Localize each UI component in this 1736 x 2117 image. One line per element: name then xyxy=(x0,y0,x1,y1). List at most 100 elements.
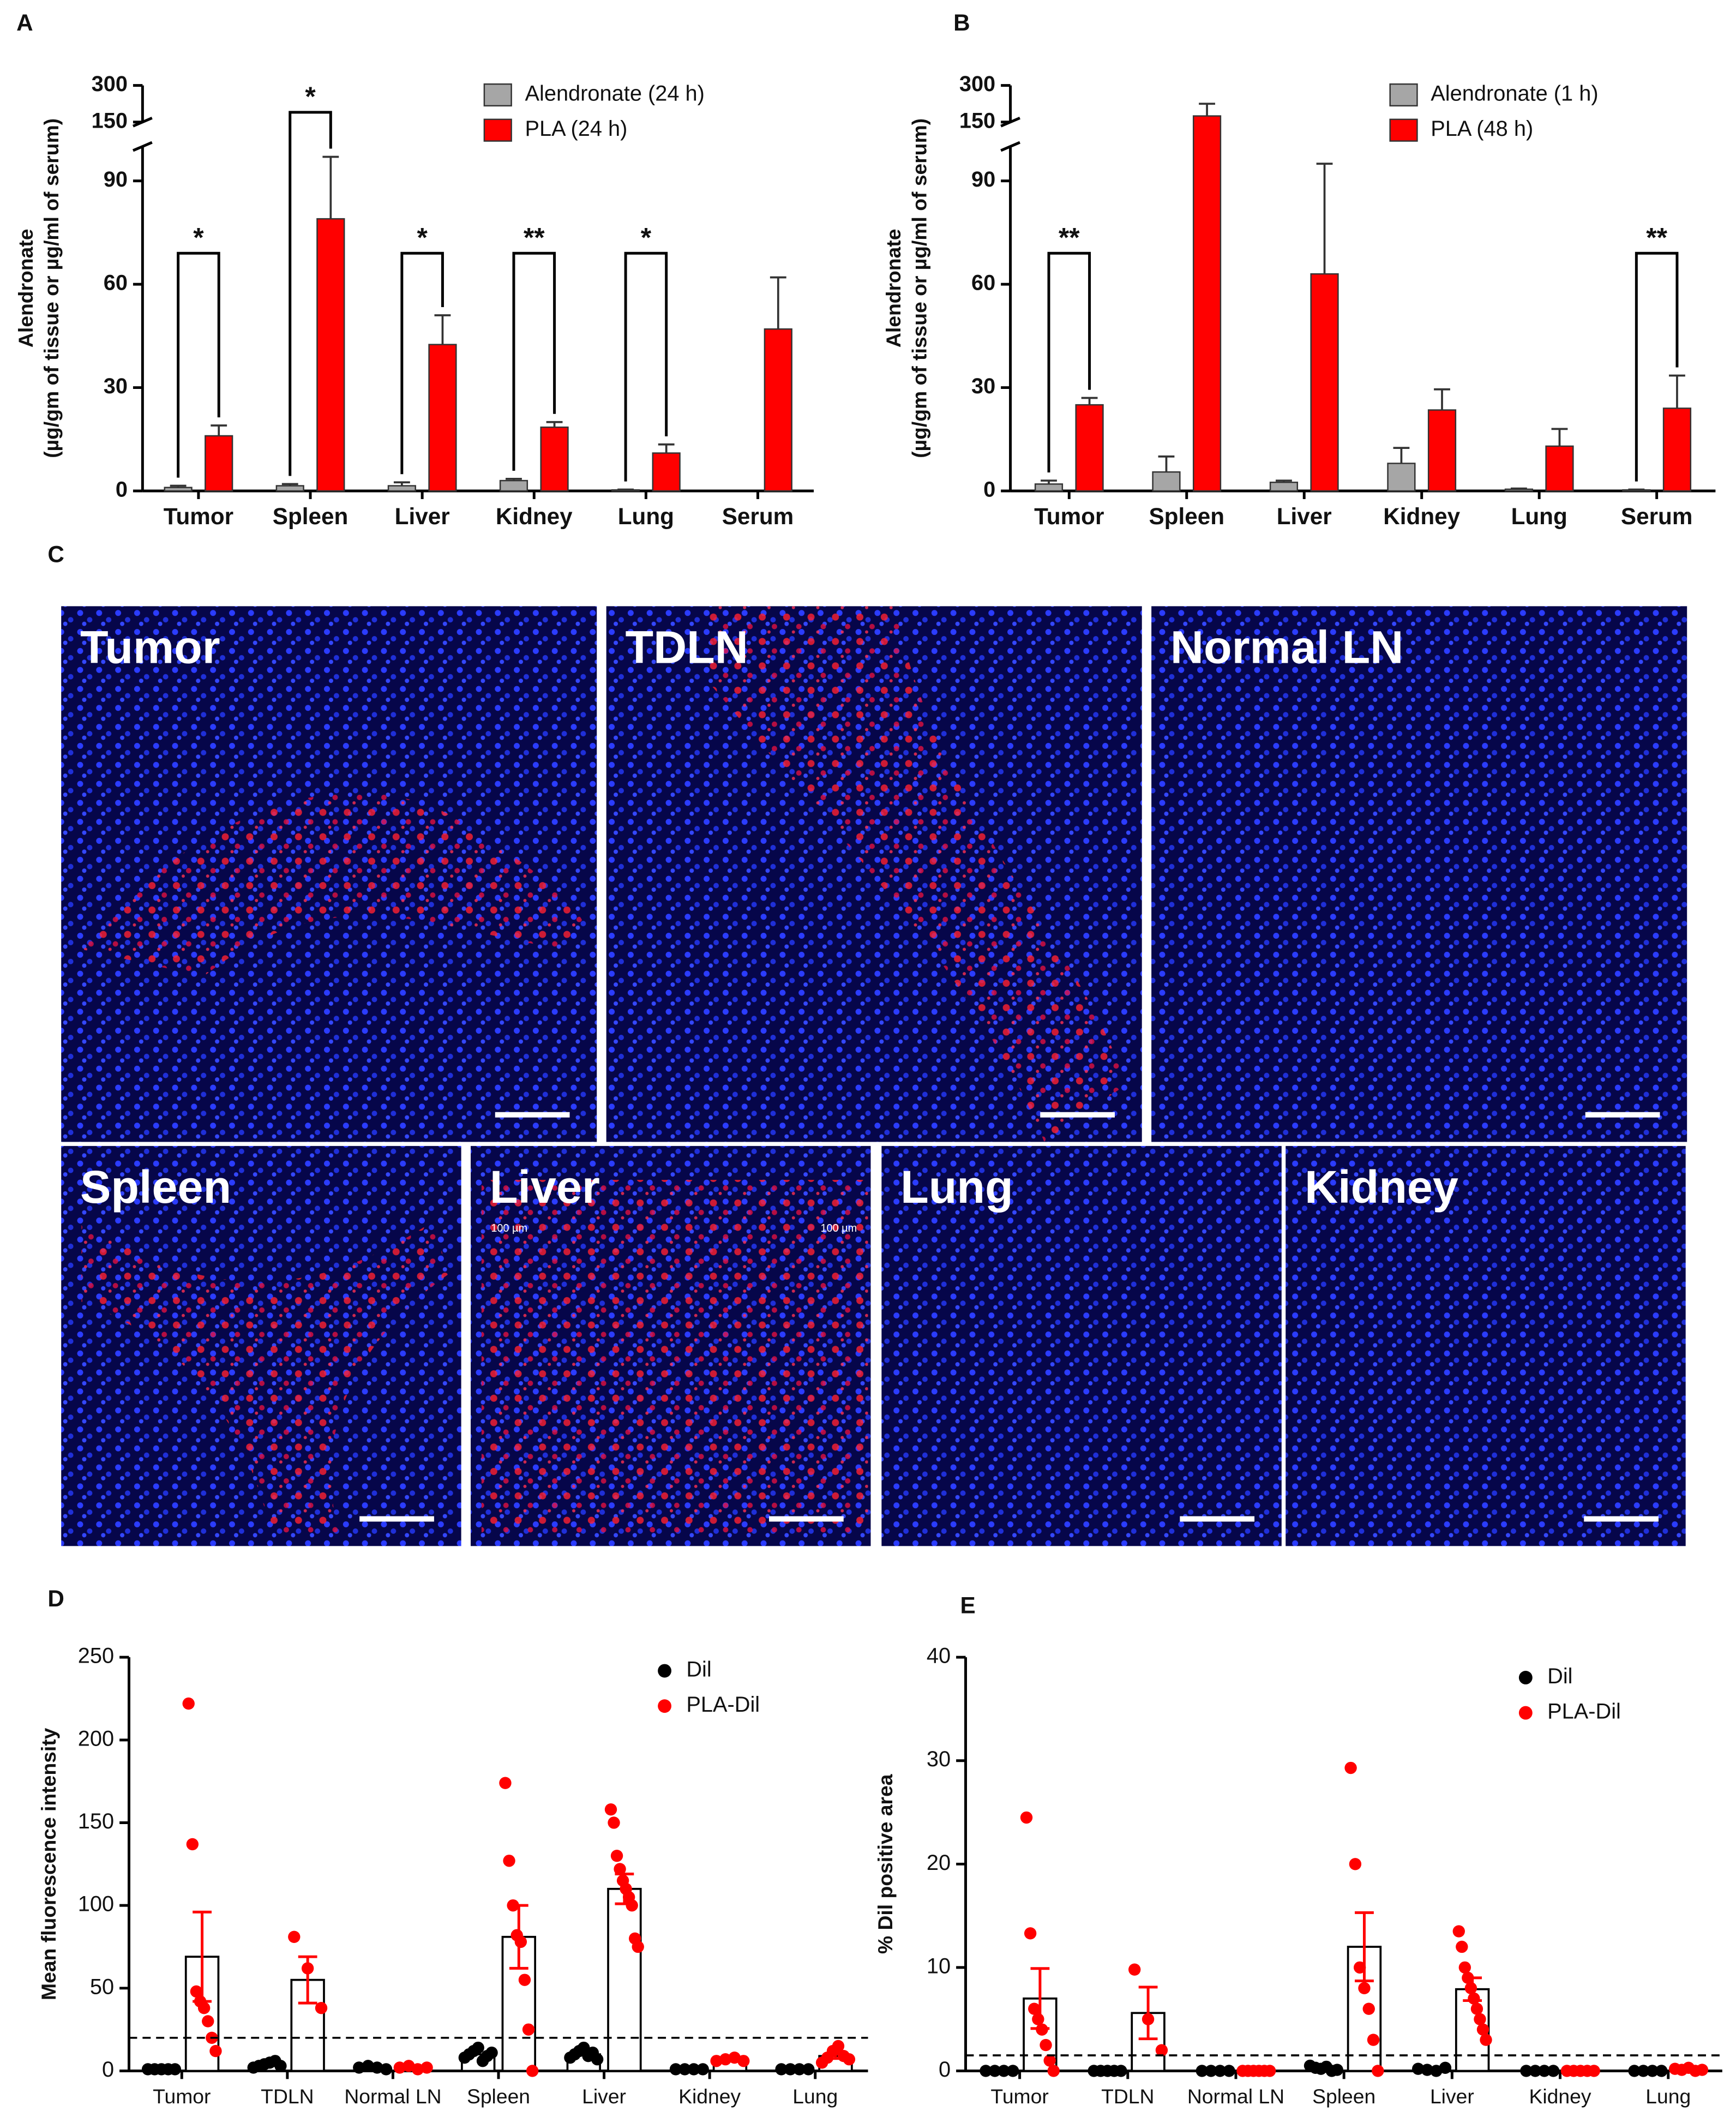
bar xyxy=(1269,481,1299,492)
significance-label: ** xyxy=(1646,223,1667,253)
data-point xyxy=(209,2044,222,2058)
micrograph-label: Tumor xyxy=(80,621,220,673)
y-tick-label: 250 xyxy=(78,1644,114,1668)
y-tick-label: 30 xyxy=(104,374,128,398)
data-point xyxy=(1214,2065,1227,2077)
x-tick-label: Kidney xyxy=(678,2085,741,2108)
error-bar xyxy=(1276,479,1292,483)
y-axis-label: Alendronate xyxy=(14,229,37,348)
data-point xyxy=(518,1974,531,1986)
error-bar xyxy=(393,481,410,486)
y-tick-label: 300 xyxy=(92,72,128,96)
error-bar xyxy=(1030,1967,1050,2030)
x-tick-label: Normal LN xyxy=(344,2085,441,2108)
data-point xyxy=(1367,2034,1380,2046)
data-point xyxy=(353,2061,365,2074)
y-tick-label: 50 xyxy=(90,1975,114,1999)
data-point xyxy=(843,2053,856,2066)
x-tick-label: Spleen xyxy=(273,503,349,529)
mean-bar xyxy=(607,1887,642,2072)
data-point xyxy=(980,2065,992,2077)
significance-bracket xyxy=(512,251,556,471)
x-tick-label: Liver xyxy=(395,503,450,529)
error-bar xyxy=(1679,2068,1698,2072)
y-tick-label: 30 xyxy=(927,1747,951,1771)
data-point xyxy=(1480,2034,1492,2046)
y-tick-label: 200 xyxy=(78,1726,114,1750)
data-point xyxy=(696,2063,709,2076)
data-point xyxy=(1452,1925,1465,1938)
micrograph-label: Spleen xyxy=(80,1161,231,1213)
error-bar xyxy=(720,2057,740,2062)
data-point xyxy=(202,2015,214,2028)
legend-label: PLA-Dil xyxy=(686,1693,760,1717)
data-point xyxy=(832,2040,845,2053)
bar xyxy=(1662,407,1692,492)
error-bar xyxy=(1081,397,1098,405)
data-point xyxy=(393,2061,406,2074)
x-tick-label: Lung xyxy=(792,2085,838,2108)
scale-text: 100 µm xyxy=(491,1222,527,1234)
x-tick-label: Kidney xyxy=(1529,2085,1591,2108)
data-point xyxy=(1474,2013,1486,2025)
x-tick-label: Kidney xyxy=(1383,503,1460,529)
error-bar xyxy=(506,478,522,481)
error-bar xyxy=(1393,447,1410,464)
y-tick-label: 150 xyxy=(92,109,128,133)
data-point xyxy=(1223,2065,1235,2077)
data-point xyxy=(1456,1940,1468,1953)
data-point xyxy=(288,1930,301,1943)
legend-marker xyxy=(1518,1706,1533,1720)
data-point xyxy=(190,1985,203,1998)
axis-break xyxy=(1000,141,1020,152)
significance-bracket xyxy=(1635,251,1679,482)
data-point xyxy=(737,2055,750,2067)
data-point xyxy=(632,1940,644,1953)
bar xyxy=(499,479,528,492)
legend-swatch xyxy=(483,83,512,107)
error-bar xyxy=(1434,388,1450,410)
data-point xyxy=(1020,1811,1033,1824)
error-bar xyxy=(1463,1976,1482,2002)
y-tick-label: 100 xyxy=(78,1892,114,1916)
data-point xyxy=(626,1899,638,1912)
data-point xyxy=(503,1855,515,1867)
data-point xyxy=(1628,2065,1641,2077)
x-tick-label: Serum xyxy=(722,503,794,529)
scale-text: 100 µm xyxy=(820,1222,857,1234)
error-bar xyxy=(1669,374,1685,409)
legend-label: Alendronate (24 h) xyxy=(525,82,704,106)
significance-label: ** xyxy=(524,223,545,253)
data-point xyxy=(802,2063,815,2076)
significance-label: ** xyxy=(1059,223,1080,253)
x-tick-label: Kidney xyxy=(496,503,573,529)
data-point xyxy=(1637,2065,1650,2077)
micrograph-label: Lung xyxy=(900,1161,1013,1213)
x-tick-label: Spleen xyxy=(467,2085,530,2108)
data-point xyxy=(362,2060,375,2072)
x-tick-label: Lung xyxy=(1511,503,1567,529)
bar xyxy=(1192,115,1222,492)
data-point xyxy=(1547,2065,1560,2077)
y-tick-label: 150 xyxy=(959,109,995,133)
legend-label: PLA (48 h) xyxy=(1431,117,1533,141)
x-tick-label: Spleen xyxy=(1312,2085,1375,2108)
x-tick-label: Liver xyxy=(582,2085,626,2108)
legend-swatch xyxy=(1389,83,1418,107)
error-bar xyxy=(298,1955,317,2005)
data-point xyxy=(1696,2064,1709,2076)
micrograph xyxy=(1286,1146,1686,1546)
x-tick-label: Tumor xyxy=(164,503,233,529)
legend-label: Dil xyxy=(686,1658,711,1682)
data-point xyxy=(1115,2065,1127,2077)
data-point xyxy=(371,2061,383,2074)
data-point xyxy=(591,2053,604,2066)
x-tick-label: Tumor xyxy=(153,2085,211,2108)
significance-bracket xyxy=(1047,251,1091,473)
significance-bracket xyxy=(177,251,220,478)
bar xyxy=(275,485,304,492)
data-point xyxy=(421,2061,433,2074)
legend-label: Dil xyxy=(1547,1664,1572,1688)
error-bar xyxy=(1199,103,1215,116)
